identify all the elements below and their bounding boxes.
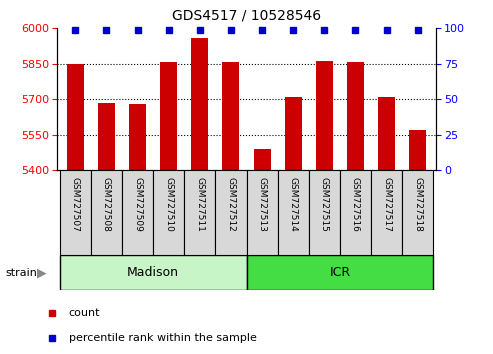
- Text: GSM727511: GSM727511: [195, 177, 204, 232]
- Bar: [67, 64, 84, 170]
- Text: Madison: Madison: [127, 266, 179, 279]
- Bar: [371, 170, 402, 255]
- Text: GSM727513: GSM727513: [257, 177, 267, 232]
- Bar: [402, 170, 433, 255]
- Bar: [278, 170, 309, 255]
- Text: GSM727507: GSM727507: [71, 177, 80, 232]
- Bar: [378, 97, 395, 170]
- Bar: [309, 170, 340, 255]
- Text: GSM727515: GSM727515: [320, 177, 329, 232]
- Text: ICR: ICR: [329, 266, 351, 279]
- Text: GSM727510: GSM727510: [164, 177, 173, 232]
- Bar: [409, 130, 426, 170]
- Bar: [153, 170, 184, 255]
- Bar: [191, 38, 209, 170]
- Bar: [60, 170, 91, 255]
- Text: GSM727512: GSM727512: [226, 177, 236, 232]
- Bar: [222, 62, 240, 170]
- Text: strain: strain: [5, 268, 37, 278]
- Text: percentile rank within the sample: percentile rank within the sample: [69, 333, 257, 343]
- Bar: [215, 170, 246, 255]
- Bar: [122, 170, 153, 255]
- Text: GSM727517: GSM727517: [382, 177, 391, 232]
- Bar: [184, 170, 215, 255]
- Text: GSM727518: GSM727518: [413, 177, 422, 232]
- Bar: [347, 62, 364, 170]
- Text: GSM727516: GSM727516: [351, 177, 360, 232]
- Text: GSM727509: GSM727509: [133, 177, 142, 232]
- Bar: [91, 170, 122, 255]
- Bar: [98, 103, 115, 170]
- Bar: [129, 104, 146, 170]
- Bar: [340, 170, 371, 255]
- Bar: [316, 61, 333, 170]
- Text: GSM727508: GSM727508: [102, 177, 111, 232]
- Text: GDS4517 / 10528546: GDS4517 / 10528546: [172, 9, 321, 23]
- Bar: [160, 62, 177, 170]
- Bar: [246, 170, 278, 255]
- Bar: [284, 97, 302, 170]
- Text: count: count: [69, 308, 100, 318]
- Bar: [60, 255, 246, 290]
- Text: GSM727514: GSM727514: [289, 177, 298, 232]
- Bar: [253, 149, 271, 170]
- Bar: [246, 255, 433, 290]
- Text: ▶: ▶: [37, 266, 47, 279]
